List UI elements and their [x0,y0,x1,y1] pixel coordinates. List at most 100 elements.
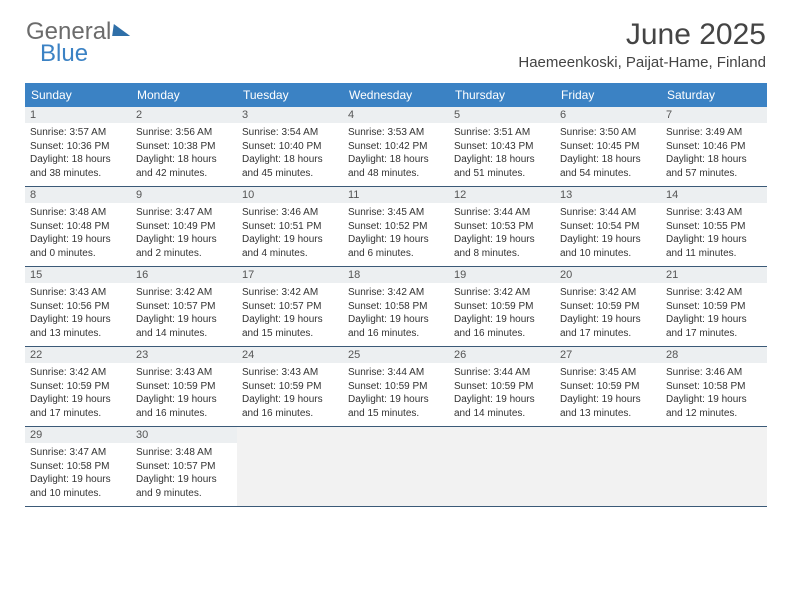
day-number: 4 [343,107,449,123]
day-number: 8 [25,187,131,203]
dayname-sun: Sunday [25,83,131,107]
day-cell: 26 Sunrise: 3:44 AMSunset: 10:59 PMDaylig… [449,347,555,426]
dayname-sat: Saturday [661,83,767,107]
day-info: Sunrise: 3:54 AMSunset: 10:40 PMDaylight… [242,126,338,180]
day-info: Sunrise: 3:42 AMSunset: 10:57 PMDaylight… [242,286,338,340]
week-row: 15 Sunrise: 3:43 AMSunset: 10:56 PMDaylig… [25,267,767,347]
empty-cell [343,427,449,506]
day-info: Sunrise: 3:57 AMSunset: 10:36 PMDaylight… [30,126,126,180]
day-cell: 29Sunrise: 3:47 AMSunset: 10:58 PMDaylig… [25,427,131,506]
day-info: Sunrise: 3:43 AMSunset: 10:56 PMDaylight… [30,286,126,340]
day-number: 27 [555,347,661,363]
day-info: Sunrise: 3:46 AMSunset: 10:51 PMDaylight… [242,206,338,260]
day-info: Sunrise: 3:53 AMSunset: 10:42 PMDaylight… [348,126,444,180]
day-number: 25 [343,347,449,363]
day-number: 5 [449,107,555,123]
day-cell: 23Sunrise: 3:43 AMSunset: 10:59 PMDaylig… [131,347,237,426]
day-cell: 27 Sunrise: 3:45 AMSunset: 10:59 PMDaylig… [555,347,661,426]
day-number: 17 [237,267,343,283]
day-cell: 16 Sunrise: 3:42 AMSunset: 10:57 PMDaylig… [131,267,237,346]
day-cell: 20 Sunrise: 3:42 AMSunset: 10:59 PMDaylig… [555,267,661,346]
day-number: 9 [131,187,237,203]
empty-cell [661,427,767,506]
day-info: Sunrise: 3:42 AMSunset: 10:57 PMDaylight… [136,286,232,340]
day-cell: 25 Sunrise: 3:44 AMSunset: 10:59 PMDaylig… [343,347,449,426]
day-cell: 9Sunrise: 3:47 AMSunset: 10:49 PMDayligh… [131,187,237,266]
day-cell: 10Sunrise: 3:46 AMSunset: 10:51 PMDaylig… [237,187,343,266]
day-number: 12 [449,187,555,203]
day-cell: 1Sunrise: 3:57 AMSunset: 10:36 PMDayligh… [25,107,131,186]
day-number: 16 [131,267,237,283]
day-info: Sunrise: 3:56 AMSunset: 10:38 PMDaylight… [136,126,232,180]
day-number: 15 [25,267,131,283]
day-cell: 19 Sunrise: 3:42 AMSunset: 10:59 PMDaylig… [449,267,555,346]
location-text: Haemeenkoski, Paijat-Hame, Finland [518,54,766,71]
day-cell: 3 Sunrise: 3:54 AMSunset: 10:40 PMDayligh… [237,107,343,186]
day-cell: 17 Sunrise: 3:42 AMSunset: 10:57 PMDaylig… [237,267,343,346]
day-info: Sunrise: 3:50 AMSunset: 10:45 PMDaylight… [560,126,656,180]
brand-part2: Blue [40,40,88,67]
day-info: Sunrise: 3:49 AMSunset: 10:46 PMDaylight… [666,126,762,180]
empty-cell [449,427,555,506]
day-info: Sunrise: 3:48 AMSunset: 10:57 PMDaylight… [136,446,232,500]
day-cell: 2 Sunrise: 3:56 AMSunset: 10:38 PMDayligh… [131,107,237,186]
day-number: 30 [131,427,237,443]
day-cell: 8 Sunrise: 3:48 AMSunset: 10:48 PMDayligh… [25,187,131,266]
week-row: 1Sunrise: 3:57 AMSunset: 10:36 PMDayligh… [25,107,767,187]
day-cell: 15 Sunrise: 3:43 AMSunset: 10:56 PMDaylig… [25,267,131,346]
day-number: 6 [555,107,661,123]
day-info: Sunrise: 3:43 AMSunset: 10:59 PMDaylight… [242,366,338,420]
day-cell: 18Sunrise: 3:42 AMSunset: 10:58 PMDaylig… [343,267,449,346]
page-header: General June 2025 Haemeenkoski, Paijat-H… [0,0,792,75]
title-block: June 2025 Haemeenkoski, Paijat-Hame, Fin… [518,18,766,71]
day-number: 13 [555,187,661,203]
day-header-row: Sunday Monday Tuesday Wednesday Thursday… [25,83,767,107]
day-number: 28 [661,347,767,363]
day-cell: 28 Sunrise: 3:46 AMSunset: 10:58 PMDaylig… [661,347,767,426]
calendar-table: Sunday Monday Tuesday Wednesday Thursday… [25,83,767,507]
day-info: Sunrise: 3:42 AMSunset: 10:59 PMDaylight… [454,286,550,340]
day-number: 19 [449,267,555,283]
day-cell: 6 Sunrise: 3:50 AMSunset: 10:45 PMDayligh… [555,107,661,186]
dayname-thu: Thursday [449,83,555,107]
day-info: Sunrise: 3:44 AMSunset: 10:54 PMDaylight… [560,206,656,260]
day-info: Sunrise: 3:43 AMSunset: 10:55 PMDaylight… [666,206,762,260]
empty-cell [237,427,343,506]
day-cell: 14 Sunrise: 3:43 AMSunset: 10:55 PMDaylig… [661,187,767,266]
day-number: 14 [661,187,767,203]
dayname-tue: Tuesday [237,83,343,107]
weeks-container: 1Sunrise: 3:57 AMSunset: 10:36 PMDayligh… [25,107,767,507]
week-row: 29Sunrise: 3:47 AMSunset: 10:58 PMDaylig… [25,427,767,507]
day-number: 23 [131,347,237,363]
day-info: Sunrise: 3:51 AMSunset: 10:43 PMDaylight… [454,126,550,180]
day-number: 20 [555,267,661,283]
day-info: Sunrise: 3:44 AMSunset: 10:59 PMDaylight… [348,366,444,420]
day-number: 22 [25,347,131,363]
dayname-mon: Monday [131,83,237,107]
day-cell: 13 Sunrise: 3:44 AMSunset: 10:54 PMDaylig… [555,187,661,266]
week-row: 8 Sunrise: 3:48 AMSunset: 10:48 PMDayligh… [25,187,767,267]
day-number: 24 [237,347,343,363]
day-info: Sunrise: 3:42 AMSunset: 10:58 PMDaylight… [348,286,444,340]
day-info: Sunrise: 3:45 AMSunset: 10:59 PMDaylight… [560,366,656,420]
day-info: Sunrise: 3:46 AMSunset: 10:58 PMDaylight… [666,366,762,420]
day-number: 11 [343,187,449,203]
week-row: 22 Sunrise: 3:42 AMSunset: 10:59 PMDaylig… [25,347,767,427]
day-cell: 5 Sunrise: 3:51 AMSunset: 10:43 PMDayligh… [449,107,555,186]
day-info: Sunrise: 3:42 AMSunset: 10:59 PMDaylight… [30,366,126,420]
day-info: Sunrise: 3:42 AMSunset: 10:59 PMDaylight… [560,286,656,340]
month-title: June 2025 [518,18,766,52]
day-cell: 21Sunrise: 3:42 AMSunset: 10:59 PMDaylig… [661,267,767,346]
day-info: Sunrise: 3:44 AMSunset: 10:59 PMDaylight… [454,366,550,420]
day-cell: 12Sunrise: 3:44 AMSunset: 10:53 PMDaylig… [449,187,555,266]
day-cell: 11Sunrise: 3:45 AMSunset: 10:52 PMDaylig… [343,187,449,266]
day-info: Sunrise: 3:42 AMSunset: 10:59 PMDaylight… [666,286,762,340]
brand-part2-wrap: Blue [40,40,88,68]
day-cell: 7 Sunrise: 3:49 AMSunset: 10:46 PMDayligh… [661,107,767,186]
day-number: 3 [237,107,343,123]
day-number: 26 [449,347,555,363]
day-number: 7 [661,107,767,123]
dayname-wed: Wednesday [343,83,449,107]
day-number: 2 [131,107,237,123]
day-info: Sunrise: 3:48 AMSunset: 10:48 PMDaylight… [30,206,126,260]
